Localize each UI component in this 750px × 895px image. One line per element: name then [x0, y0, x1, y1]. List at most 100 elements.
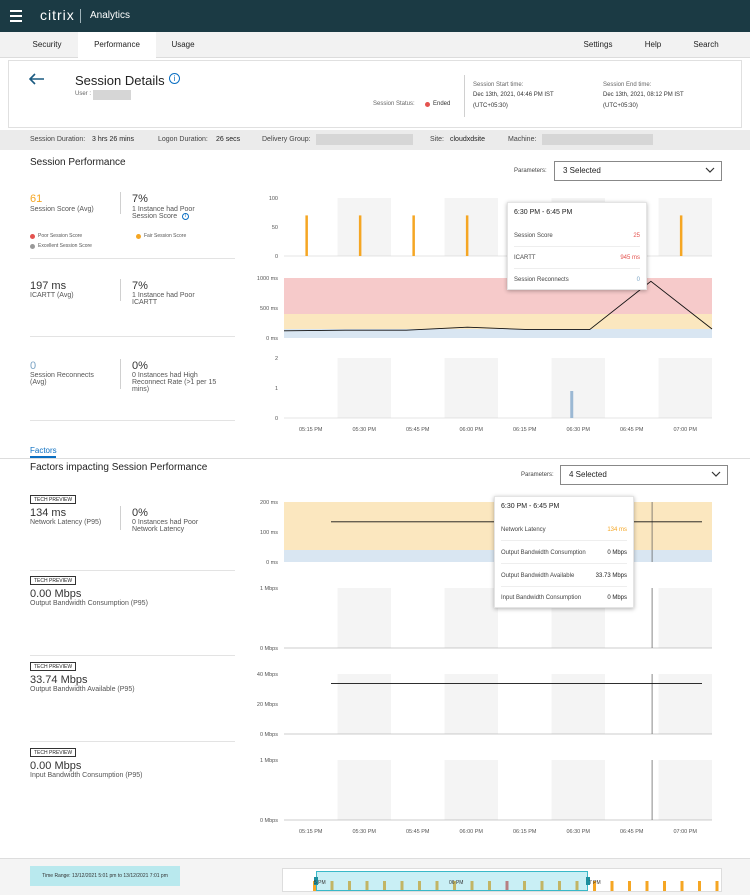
range-handle-right[interactable]	[586, 877, 590, 885]
legend-excellent-label: Excellent Session Score	[38, 243, 92, 249]
oba-value: 33.74 Mbps	[30, 674, 88, 686]
score-label: Session Score (Avg)	[30, 206, 94, 213]
x-tick-label: 06:15 PM	[513, 427, 537, 433]
chart-stripe	[658, 198, 712, 256]
chart-stripe	[337, 588, 391, 648]
x-tick-label: 06:30 PM	[566, 427, 590, 433]
y-tick-label: 100	[269, 196, 278, 202]
tab-performance[interactable]: Performance	[78, 32, 156, 58]
site-value: cloudxdsite	[450, 136, 486, 143]
y-tick-label: 0 Mbps	[260, 818, 278, 824]
chart-stripe	[444, 760, 498, 820]
score-bar	[358, 215, 362, 256]
factors-params-label: Parameters:	[521, 472, 554, 478]
mini-bar	[540, 881, 544, 891]
score-value: 61	[30, 193, 43, 205]
legend-poor-dot	[30, 234, 35, 239]
mini-bar	[488, 881, 491, 891]
time-range-mini-chart	[313, 881, 719, 891]
x-tick-label: 06:15 PM	[513, 829, 537, 835]
score-bar	[679, 215, 683, 256]
y-tick-label: 200 ms	[260, 500, 278, 506]
info-icon[interactable]: i	[182, 213, 189, 220]
mini-bar	[593, 881, 596, 891]
time-range-slider[interactable]: 5 PM 06 PM 7 PM	[282, 868, 722, 892]
legend-fair-dot	[136, 234, 141, 239]
session-params-select[interactable]: 3 Selected	[554, 161, 722, 181]
status-dot	[425, 102, 430, 107]
range-handle-left[interactable]	[314, 877, 318, 885]
y-tick-label: 1 Mbps	[260, 586, 278, 592]
y-tick-label: 0	[275, 254, 278, 260]
info-icon[interactable]: i	[169, 73, 180, 84]
mini-bar	[418, 881, 421, 891]
tab-settings[interactable]: Settings	[583, 40, 613, 49]
reconnect-label-1: Session Reconnects	[30, 372, 94, 379]
latency-label: Network Latency (P95)	[30, 519, 102, 526]
session-performance-title: Session Performance	[30, 157, 126, 168]
mini-bar	[435, 881, 439, 891]
user-label: User :	[75, 91, 92, 97]
chart-stripe	[444, 588, 498, 648]
factors-params-select[interactable]: 4 Selected	[560, 465, 728, 485]
logon-label: Logon Duration:	[158, 136, 208, 143]
chevron-down-icon	[711, 471, 721, 477]
x-tick-label: 06:00 PM	[459, 427, 483, 433]
legend-fair-label: Fair Session Score	[144, 233, 187, 239]
hamburger-menu-icon[interactable]	[10, 10, 22, 22]
icartt-pct: 7%	[132, 280, 148, 292]
tooltip-row: ICARTT 945 ms	[514, 247, 640, 269]
score-bar	[412, 215, 415, 256]
reconnect-pct-label-1: 0 Instances had High	[132, 372, 198, 379]
obc-label: Output Bandwidth Consumption (P95)	[30, 600, 148, 607]
y-tick-label: 20 Mbps	[257, 702, 278, 708]
y-tick-label: 1	[275, 386, 278, 392]
page-title: Session Details	[75, 73, 165, 88]
tab-security[interactable]: Security	[32, 40, 62, 49]
tooltip-row: Output Bandwidth Available 33.73 Mbps	[501, 565, 627, 587]
mini-bar	[698, 881, 701, 891]
tech-preview-badge: TECH PREVIEW	[30, 748, 77, 757]
mini-bar	[383, 881, 386, 891]
factors-tab[interactable]: Factors	[30, 446, 57, 455]
user-value-redacted	[93, 90, 131, 100]
tab-search[interactable]: Search	[693, 40, 719, 49]
chevron-down-icon	[705, 167, 715, 173]
tooltip-title: 6:30 PM - 6:45 PM	[514, 209, 573, 216]
session-params-label: Parameters:	[514, 168, 547, 174]
tech-preview-badge: TECH PREVIEW	[30, 662, 77, 671]
end-label: Session End time:	[603, 82, 652, 88]
end-value-2: (UTC+05:30)	[603, 103, 638, 109]
time-tick-mid: 06 PM	[449, 880, 464, 886]
mini-bar	[453, 881, 456, 891]
mini-bar	[645, 881, 649, 891]
tab-usage[interactable]: Usage	[171, 40, 195, 49]
x-tick-label: 06:00 PM	[459, 829, 483, 835]
machine-value-redacted	[542, 134, 653, 145]
tooltip-row: Session Reconnects 0	[514, 277, 640, 283]
info-strip: Session Duration: 3 hrs 26 mins Logon Du…	[0, 130, 750, 150]
time-range-label: Time Range: 13/12/2021 5:01 pm to 13/12/…	[30, 866, 180, 886]
mini-bar	[715, 881, 719, 891]
status-value: Ended	[433, 101, 451, 107]
tech-preview-badge: TECH PREVIEW	[30, 495, 77, 504]
x-tick-label: 07:00 PM	[673, 427, 697, 433]
latency-pct: 0%	[132, 507, 148, 519]
tab-help[interactable]: Help	[644, 40, 662, 49]
icartt-pct-label-1: 1 Instance had Poor	[132, 292, 195, 299]
chart-stripe	[337, 198, 391, 256]
chart-stripe	[444, 358, 498, 418]
tooltip-row: Input Bandwidth Consumption 0 Mbps	[501, 595, 627, 601]
sub-nav: Security Performance Usage Settings Help…	[0, 32, 750, 58]
score-bar	[465, 215, 469, 256]
factors-title: Factors impacting Session Performance	[30, 462, 208, 473]
obc-value: 0.00 Mbps	[30, 588, 82, 600]
site-label: Site:	[430, 136, 445, 143]
reconnect-label-2: (Avg)	[30, 379, 47, 386]
tooltip-title: 6:30 PM - 6:45 PM	[501, 503, 560, 510]
chart-stripe	[444, 674, 498, 734]
factors-charts: 200 ms 100 ms 0 ms 1 Mbps 0 Mbps 40 Mbps 20 Mb…	[257, 500, 712, 835]
back-arrow-icon[interactable]	[28, 73, 45, 87]
legend-poor-label: Poor Session Score	[38, 233, 83, 239]
time-tick-left: 5 PM	[314, 880, 326, 886]
